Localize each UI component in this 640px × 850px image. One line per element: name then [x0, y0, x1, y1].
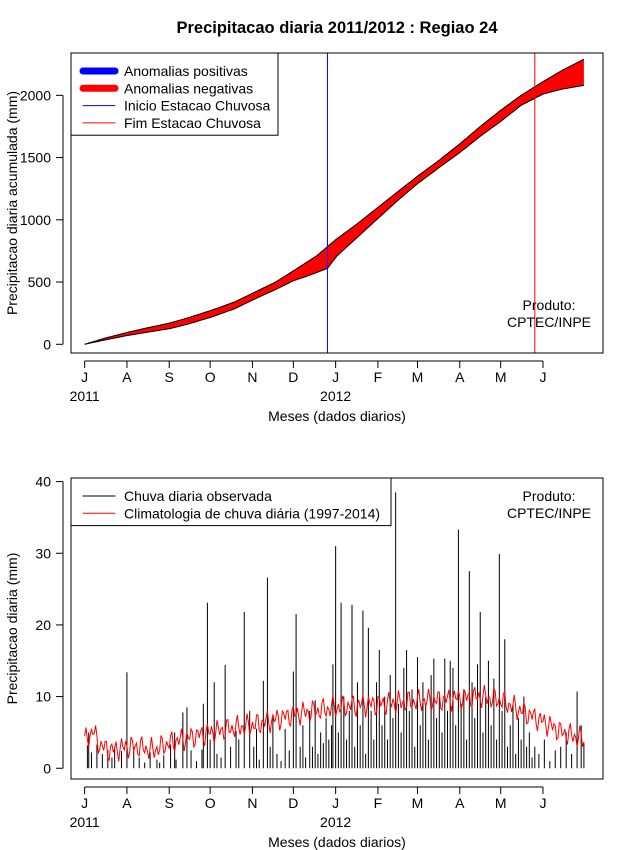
climatology-accumulated-line: [84, 58, 585, 345]
x-tick-label: A: [455, 369, 465, 385]
year-label: 2011: [70, 388, 100, 404]
legend-label: Fim Estacao Chuvosa: [124, 115, 261, 131]
x-tick-label: M: [495, 369, 507, 385]
y-axis-title: Precipitacao diaria (mm): [4, 553, 20, 705]
x-tick-label: M: [412, 795, 424, 811]
accumulated-precipitation-chart: 0 500 1000 1500 2000 J A S O N D J F M A M J 2011 2012 Mese…: [4, 52, 604, 424]
x-axis-title: Meses (dados diarios): [268, 408, 406, 424]
x-tick-label: A: [455, 795, 465, 811]
daily-precipitation-chart: 0 10 20 30 40 J A S O N D J F M A M J 2011 2012 Meses (dado…: [4, 474, 604, 850]
x-tick-label: J: [81, 795, 88, 811]
climatology-daily-line: [84, 684, 585, 762]
x-tick-label: J: [332, 369, 339, 385]
legend-label: Anomalias negativas: [124, 80, 253, 96]
x-tick-label: D: [288, 795, 298, 811]
x-tick-label: F: [374, 795, 383, 811]
x-tick-label: J: [332, 795, 339, 811]
y-tick-label: 10: [35, 689, 51, 705]
x-tick-label: F: [374, 369, 383, 385]
x-tick-label: A: [122, 795, 132, 811]
x-tick-label: J: [539, 369, 546, 385]
x-tick-label: O: [205, 369, 216, 385]
x-tick-label: M: [412, 369, 424, 385]
legend-box: [70, 52, 279, 136]
figure-title: Precipitacao diaria 2011/2012 : Regiao 2…: [176, 19, 498, 37]
y-tick-label: 500: [28, 274, 52, 290]
x-tick-label: D: [288, 369, 298, 385]
annotation-text: Produto:: [523, 297, 576, 313]
annotation-text: Produto:: [523, 488, 576, 504]
y-tick-label: 1500: [20, 150, 51, 166]
x-tick-label: S: [165, 369, 174, 385]
year-label: 2011: [70, 814, 100, 830]
y-tick-label: 40: [35, 474, 51, 490]
legend-label: Chuva diaria observada: [124, 488, 272, 504]
x-tick-label: O: [205, 795, 216, 811]
x-tick-label: J: [81, 369, 88, 385]
y-tick-label: 20: [35, 617, 51, 633]
year-label: 2012: [320, 388, 351, 404]
annotation-text: CPTEC/INPE: [507, 505, 591, 521]
y-tick-label: 30: [35, 545, 51, 561]
year-label: 2012: [320, 814, 351, 830]
x-tick-label: N: [247, 795, 257, 811]
y-axis-title: Precipitacao diaria acumulada (mm): [4, 91, 20, 315]
x-tick-label: N: [247, 369, 257, 385]
observed-accumulated-line: [84, 84, 584, 345]
x-tick-label: M: [495, 795, 507, 811]
legend-label: Climatologia de chuva diária (1997-2014): [124, 505, 380, 521]
legend-label: Anomalias positivas: [124, 63, 248, 79]
annotation-text: CPTEC/INPE: [507, 314, 591, 330]
x-tick-label: J: [539, 795, 546, 811]
y-tick-label: 0: [43, 336, 51, 352]
y-tick-label: 0: [43, 760, 51, 776]
legend-box: [70, 477, 392, 527]
y-tick-label: 1000: [20, 212, 51, 228]
x-tick-label: A: [122, 369, 132, 385]
x-axis-title: Meses (dados diarios): [268, 834, 406, 850]
y-tick-label: 2000: [20, 87, 51, 103]
x-tick-label: S: [165, 795, 174, 811]
legend-label: Inicio Estacao Chuvosa: [124, 98, 271, 114]
plot-frame: [70, 52, 604, 354]
